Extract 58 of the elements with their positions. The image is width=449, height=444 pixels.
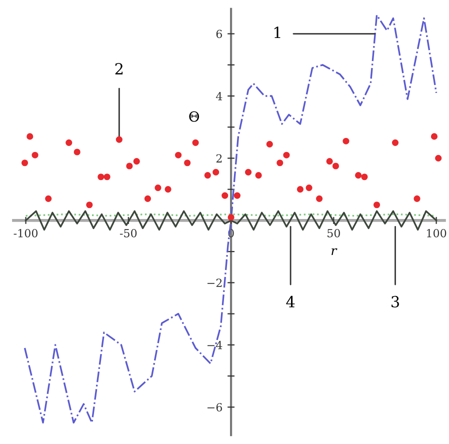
point <box>104 174 110 180</box>
point <box>192 139 199 146</box>
point <box>222 192 228 199</box>
point <box>355 172 362 179</box>
point <box>133 158 140 165</box>
point <box>228 214 234 221</box>
point <box>361 174 368 180</box>
point <box>342 138 350 144</box>
point <box>414 195 420 202</box>
point <box>32 152 38 158</box>
point <box>26 133 34 140</box>
y-tick-label: 2 <box>216 154 222 162</box>
annotation: 1 <box>274 26 280 38</box>
point <box>66 139 72 146</box>
point <box>392 139 399 146</box>
y-tick-label: 4 <box>216 92 222 100</box>
point <box>126 162 133 170</box>
point <box>283 152 290 158</box>
x-tick-label: -100 <box>14 228 38 238</box>
point <box>430 133 438 140</box>
x-tick-label: -50 <box>120 228 137 238</box>
point <box>74 148 80 156</box>
point <box>244 168 252 176</box>
y-tick-label: 6 <box>216 30 222 38</box>
point <box>296 186 304 193</box>
x-tick-label: 100 <box>427 228 446 238</box>
point <box>204 172 211 179</box>
point <box>276 160 284 166</box>
point <box>175 152 182 158</box>
x-axis-title: r <box>332 248 338 256</box>
annotation: 2 <box>115 62 123 74</box>
point <box>212 168 220 176</box>
point <box>98 174 104 180</box>
point <box>234 192 240 199</box>
point <box>116 136 122 143</box>
point <box>435 154 442 162</box>
y-tick-label: −4 <box>208 340 222 350</box>
point <box>332 162 340 170</box>
point <box>45 195 52 202</box>
line-series <box>24 210 438 231</box>
annotation: 4 <box>286 296 295 308</box>
point <box>326 158 333 165</box>
point <box>86 202 93 208</box>
point <box>266 140 273 148</box>
point <box>21 160 28 166</box>
y-axis-title: Θ <box>189 111 200 122</box>
point <box>306 184 312 192</box>
point <box>164 186 172 193</box>
point <box>316 195 323 202</box>
x-tick-label: 50 <box>328 228 340 238</box>
point <box>184 160 191 166</box>
y-tick-label: −2 <box>208 278 222 287</box>
point <box>144 195 151 202</box>
point <box>373 202 380 208</box>
point <box>255 172 262 179</box>
point <box>154 184 162 192</box>
y-tick-label: −6 <box>208 403 222 412</box>
annotation: 3 <box>392 296 399 308</box>
